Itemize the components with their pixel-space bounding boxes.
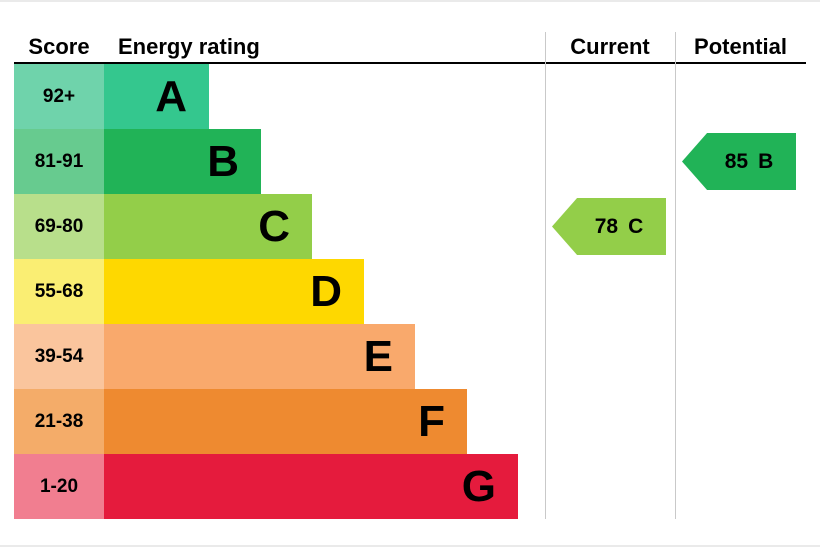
band-score: 1-20 bbox=[14, 454, 104, 519]
band-rows: 92+ A 81-91 B 69-80 C 55-68 D 39-54 E 21… bbox=[14, 64, 545, 519]
band-bar: G bbox=[104, 454, 518, 519]
band-row: 39-54 E bbox=[14, 324, 545, 389]
band-score: 81-91 bbox=[14, 129, 104, 194]
band-bar: B bbox=[104, 129, 261, 194]
current-column-header: Current bbox=[570, 34, 650, 59]
band-score: 55-68 bbox=[14, 259, 104, 324]
current-rating-letter: C bbox=[628, 214, 644, 238]
potential-rating-value: 85 bbox=[724, 149, 749, 173]
header-underline bbox=[14, 62, 806, 64]
band-bar: D bbox=[104, 259, 364, 324]
band-score: 39-54 bbox=[14, 324, 104, 389]
band-letter: C bbox=[258, 201, 290, 251]
current-rating-value: 78 bbox=[594, 214, 619, 238]
band-letter: D bbox=[310, 266, 342, 316]
column-divider-potential bbox=[675, 32, 676, 519]
band-row: 21-38 F bbox=[14, 389, 545, 454]
band-row: 55-68 D bbox=[14, 259, 545, 324]
column-divider-current bbox=[545, 32, 546, 519]
band-row: 81-91 B bbox=[14, 129, 545, 194]
band-row: 1-20 G bbox=[14, 454, 545, 519]
energy-rating-column-header: Energy rating bbox=[118, 34, 260, 59]
band-bar: E bbox=[104, 324, 415, 389]
potential-rating-arrow: 85 B bbox=[682, 133, 796, 190]
band-bar: A bbox=[104, 64, 209, 129]
potential-rating-letter: B bbox=[758, 149, 774, 173]
band-letter: F bbox=[418, 396, 445, 446]
score-column-header: Score bbox=[28, 34, 90, 59]
band-bar: F bbox=[104, 389, 467, 454]
potential-column-header: Potential bbox=[694, 34, 787, 59]
band-letter: A bbox=[155, 71, 187, 121]
band-score: 69-80 bbox=[14, 194, 104, 259]
current-rating-arrow: 78 C bbox=[552, 198, 666, 255]
band-letter: G bbox=[461, 461, 496, 511]
band-score: 21-38 bbox=[14, 389, 104, 454]
band-row: 92+ A bbox=[14, 64, 545, 129]
band-bar: C bbox=[104, 194, 312, 259]
band-score: 92+ bbox=[14, 64, 104, 129]
band-letter: E bbox=[363, 331, 393, 381]
band-row: 69-80 C bbox=[14, 194, 545, 259]
band-letter: B bbox=[207, 136, 239, 186]
